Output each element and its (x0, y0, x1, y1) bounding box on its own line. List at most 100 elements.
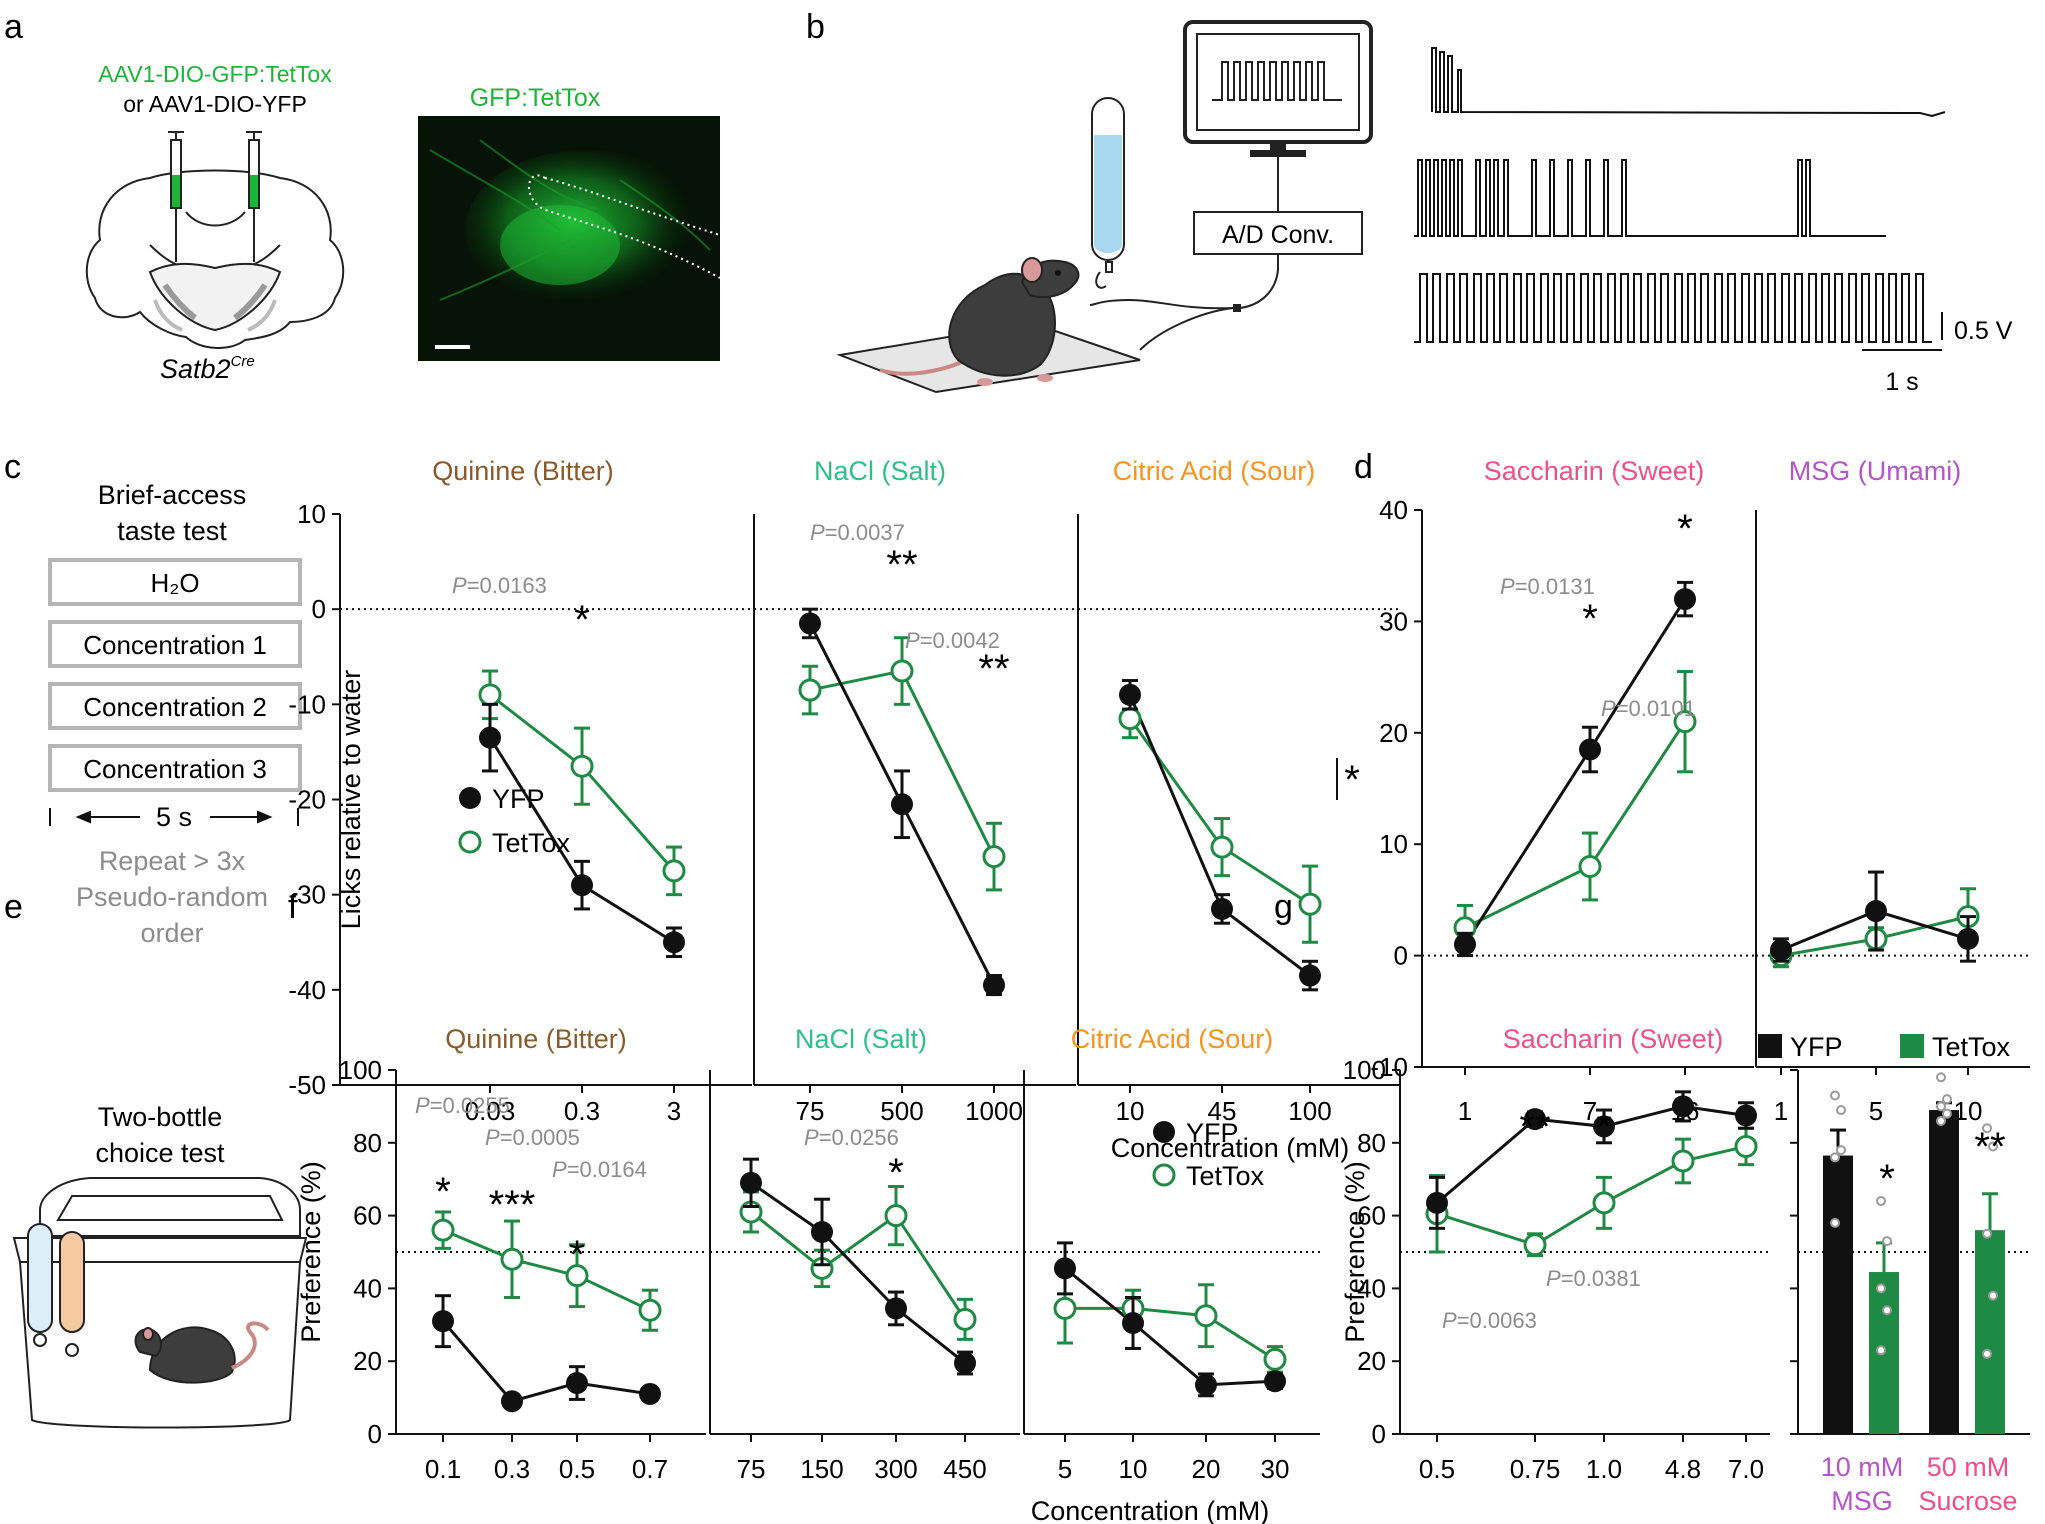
panel-letter-d: d (1354, 448, 1373, 486)
x-tick-label: 0.03 (465, 1096, 516, 1126)
series-line-yfp (1064, 1267, 1276, 1387)
data-point-tettox (1298, 892, 1322, 916)
panel-a: a AAV1-DIO-GFP:TetTox or AAV1-DIO-YFP (4, 8, 721, 384)
x-tick-label: 5 (1058, 1454, 1072, 1484)
x-tick-label: 500 (880, 1096, 923, 1126)
data-point-tettox (982, 845, 1006, 869)
y-tick-label: -10 (1370, 1052, 1408, 1082)
lick-bottle-icon (1091, 97, 1125, 289)
y-tick-label: -30 (288, 880, 326, 910)
legend-marker-yfp (1153, 1121, 1175, 1143)
legend-swatch-tettox (1900, 1034, 1924, 1058)
y-tick-label: 10 (1379, 829, 1408, 859)
category-label: 50 mM Sucrose (1918, 1452, 2017, 1516)
data-point-tettox (1673, 710, 1697, 734)
y-tick-label: 30 (1379, 606, 1408, 636)
data-point-tettox (1592, 1191, 1616, 1215)
lick-trace-3 (1414, 273, 1932, 343)
significance-star: *** (489, 1183, 536, 1227)
chart-f-quinine: Quinine (Bitter) 100 80 60 40 20 0 Preference (… (296, 1024, 706, 1484)
legend-label-yfp: YFP (1790, 1032, 1843, 1062)
x-tick-label: 100 (1288, 1096, 1331, 1126)
data-point-tettox (1734, 1134, 1758, 1158)
data-point-yfp (663, 931, 685, 954)
data-point-tettox (1671, 1149, 1695, 1173)
significance-star: * (888, 1151, 904, 1195)
panel-letter-e: e (4, 888, 23, 926)
individual-point (1942, 1108, 1952, 1119)
virus-label-gfp: AAV1-DIO-GFP:TetTox (98, 61, 332, 87)
significance-star: * (1582, 597, 1598, 641)
chart-c-quinine: Quinine (Bitter)100-10-20-30-40-50Licks … (288, 456, 752, 1126)
legend-marker-tettox (458, 830, 482, 854)
data-point-tettox (1210, 835, 1234, 859)
y-axis-label: Preference (%) (1340, 1161, 1370, 1343)
individual-point (1942, 1094, 1952, 1105)
x-tick-label: 1.0 (1586, 1454, 1622, 1484)
data-point-tettox (798, 678, 822, 702)
y-tick-label: 40 (1379, 495, 1408, 525)
data-point-yfp (885, 1297, 907, 1320)
data-point-yfp (566, 1372, 588, 1395)
individual-point (1936, 1072, 1946, 1083)
x-tick-label: 450 (943, 1454, 986, 1484)
repeat-line1: Repeat > 3x (99, 846, 246, 876)
x-tick-label: 1 (1774, 1096, 1788, 1126)
significance-star: * (1677, 507, 1693, 551)
x-tick-label: 10 (1116, 1096, 1145, 1126)
individual-point (1836, 1105, 1846, 1116)
significance-star: ** (1519, 1105, 1550, 1149)
significance-star: * (574, 598, 590, 642)
data-point-yfp (1264, 1370, 1286, 1393)
individual-point (1876, 1196, 1886, 1207)
p-value-label: P=0.0042 (905, 628, 1000, 653)
legend-label-tettox: TetTox (1932, 1032, 2011, 1062)
x-axis-label: Concentration (mM) (1031, 1496, 1270, 1524)
x-tick-label: 45 (1208, 1096, 1237, 1126)
x-tick-label: 0.1 (425, 1454, 461, 1484)
chart-title: NaCl (Salt) (795, 1024, 927, 1054)
p-value-label: P=0.0256 (804, 1125, 899, 1150)
x-tick-label: 10 (1119, 1454, 1148, 1484)
data-point-yfp (891, 793, 913, 816)
protocol-box-conc1 (48, 620, 302, 668)
legend-label-yfp: YFP (1186, 1118, 1239, 1148)
p-value-label: P=0.0255 (415, 1093, 510, 1118)
repeat-line2: Pseudo-random (76, 882, 268, 912)
data-point-yfp (1579, 738, 1601, 761)
x-tick-label: 150 (800, 1454, 843, 1484)
data-point-tettox (1578, 854, 1602, 878)
data-point-tettox (638, 1298, 662, 1322)
individual-point (1982, 1123, 1992, 1134)
series-line-yfp (1128, 694, 1311, 977)
y-tick-label: -40 (288, 975, 326, 1005)
data-point-yfp (811, 1220, 833, 1243)
virus-label-yfp: or AAV1-DIO-YFP (123, 91, 307, 117)
two-bottle-title-line2: choice test (95, 1138, 225, 1168)
x-tick-label: 1000 (965, 1096, 1023, 1126)
chart-title: NaCl (Salt) (814, 456, 946, 486)
chart-title: MSG (Umami) (1789, 456, 1961, 486)
individual-point (1982, 1228, 1992, 1239)
data-point-yfp (1122, 1311, 1144, 1334)
x-tick-label: 1 (1458, 1096, 1472, 1126)
p-value-label: P=0.0164 (552, 1157, 647, 1182)
data-point-tettox (478, 683, 502, 707)
legend-swatch-yfp (1758, 1034, 1782, 1058)
ad-converter-label: A/D Conv. (1222, 221, 1334, 249)
panel-letter-b: b (806, 8, 825, 46)
individual-point (1830, 1152, 1840, 1163)
bar-yfp (1929, 1110, 1959, 1434)
y-tick-label: 0 (312, 594, 326, 624)
data-point-tettox (1194, 1304, 1218, 1328)
data-point-yfp (1195, 1373, 1217, 1396)
x-tick-label: 75 (737, 1454, 766, 1484)
y-axis-label: Licks relative to water (336, 670, 366, 930)
protocol-box-water (48, 558, 302, 606)
chart-title: Saccharin (Sweet) (1503, 1024, 1724, 1054)
y-tick-label: 40 (1357, 1273, 1386, 1303)
lick-trace-2 (1414, 159, 1886, 237)
p-value-label: P=0.0037 (810, 520, 905, 545)
